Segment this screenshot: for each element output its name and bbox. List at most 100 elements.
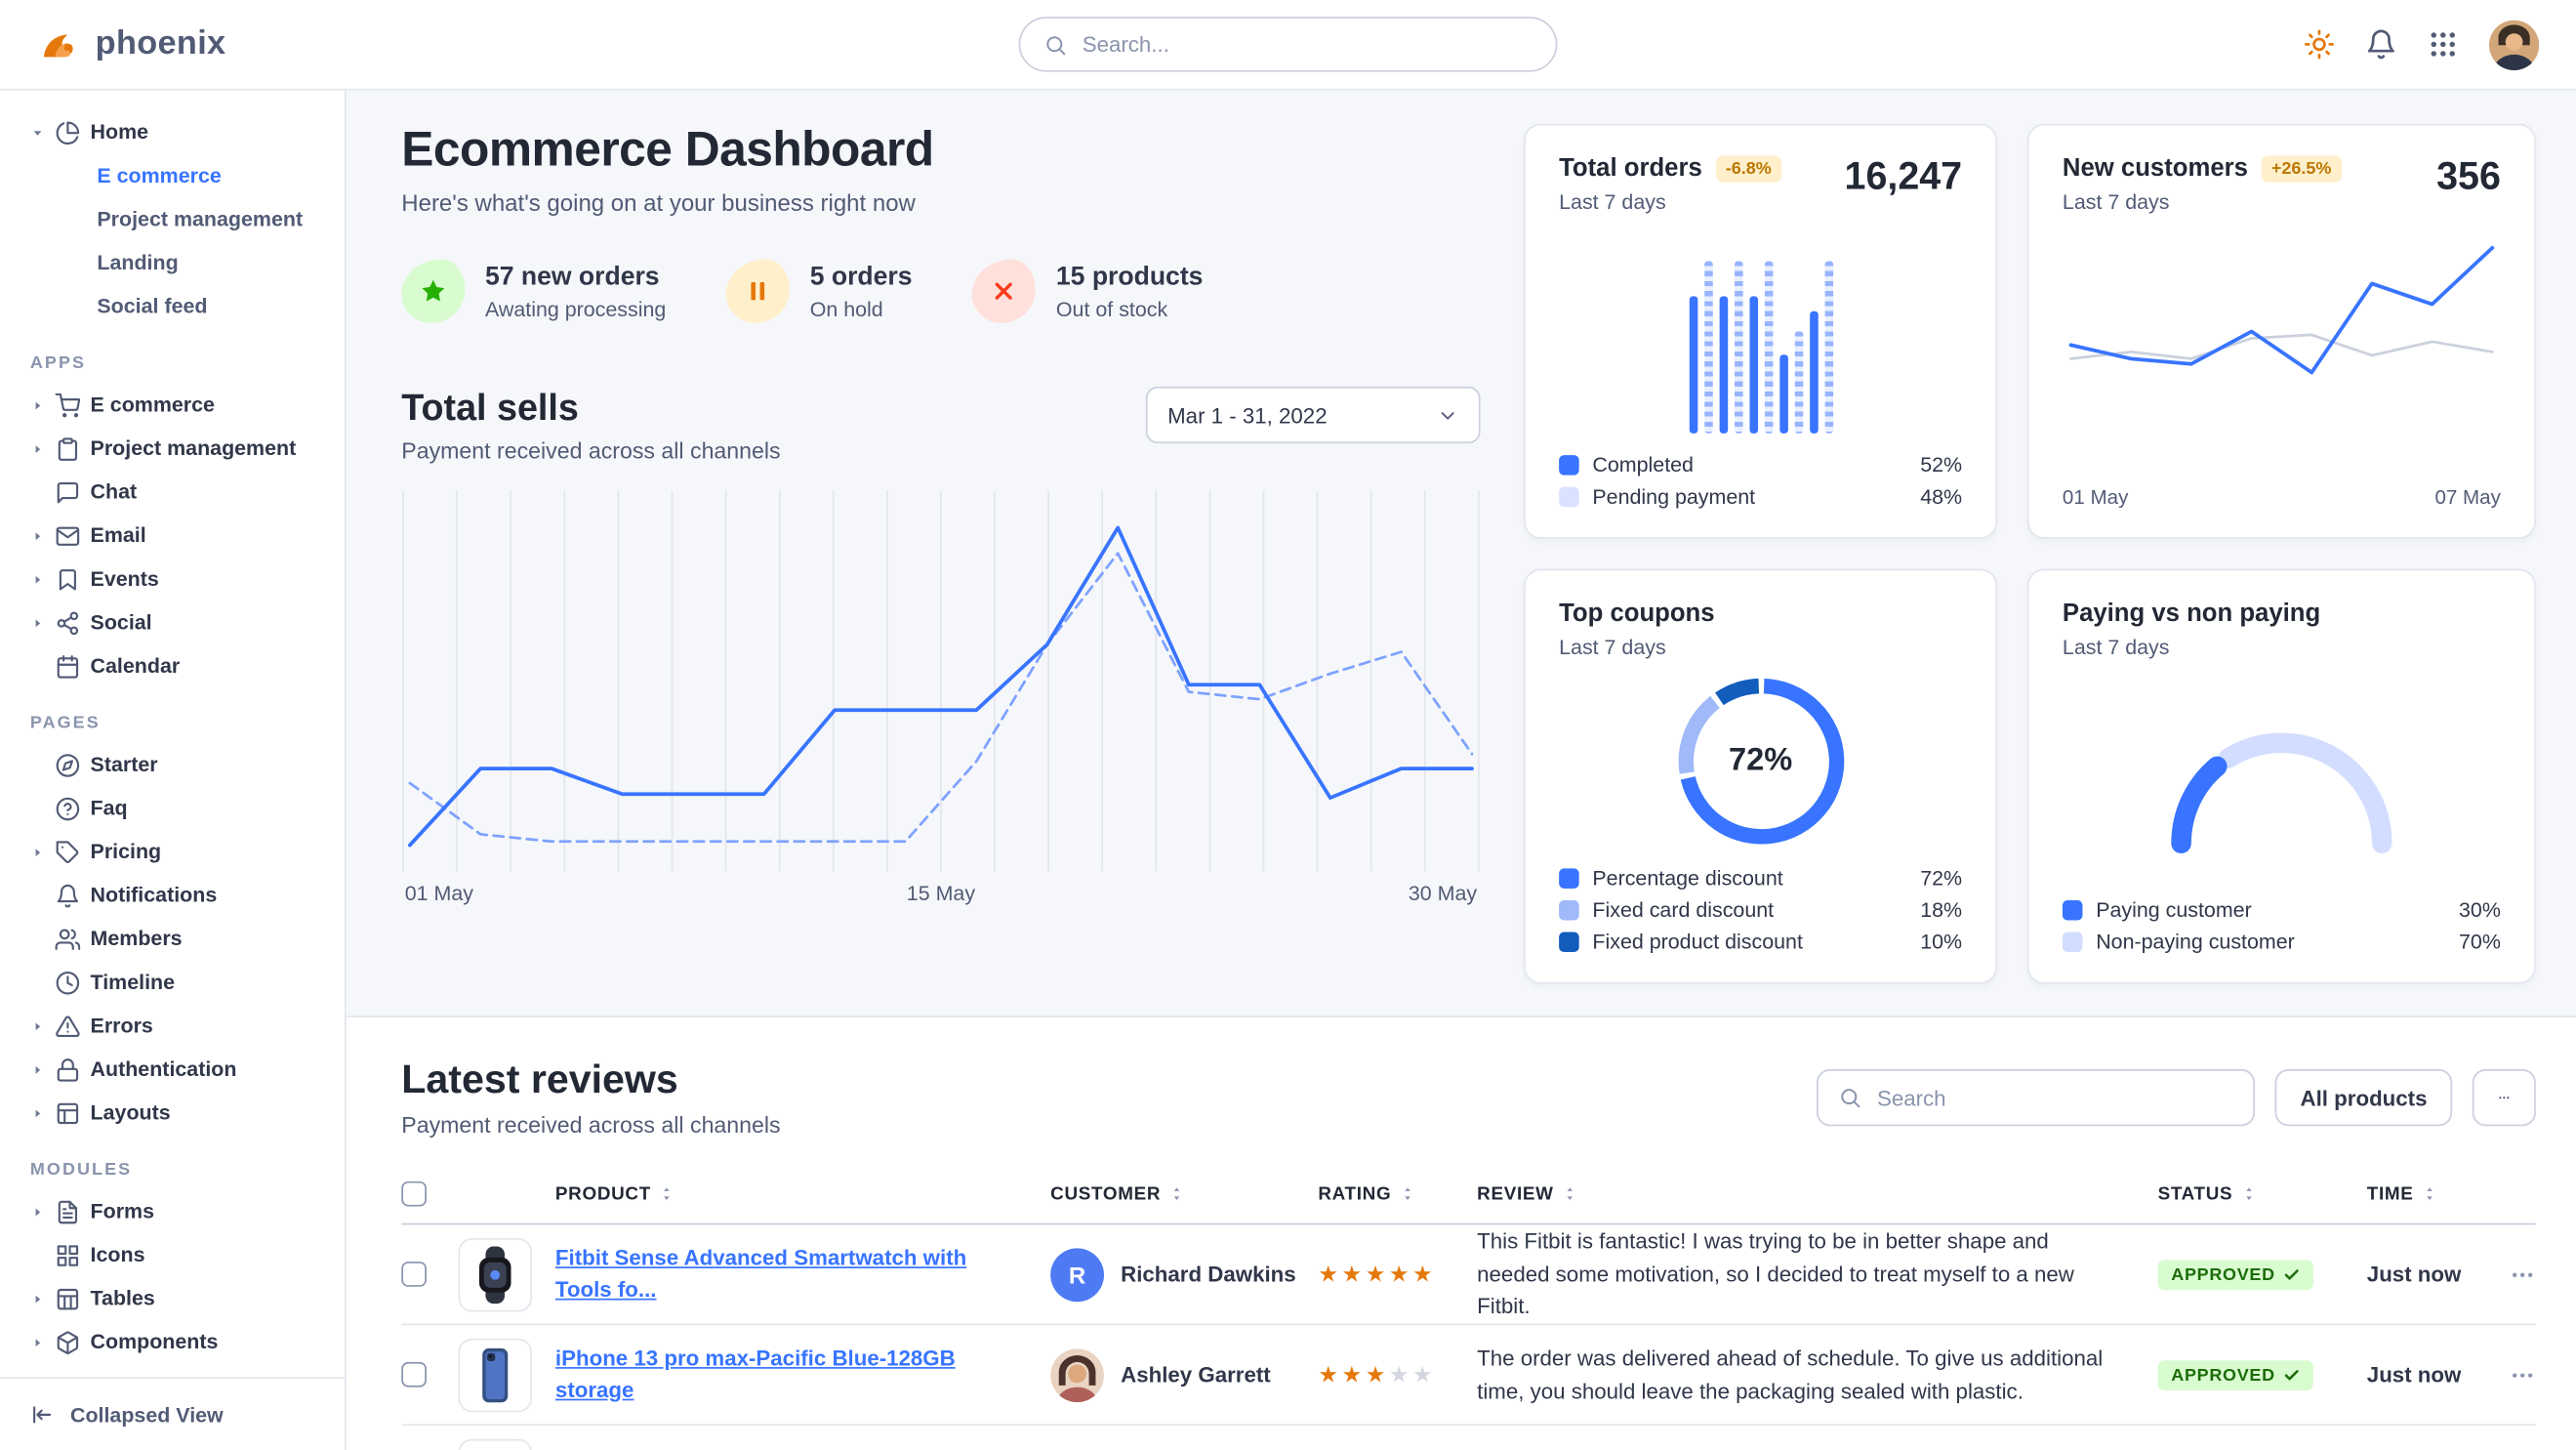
sidebar-item-layouts[interactable]: Layouts bbox=[23, 1091, 331, 1135]
legend-swatch bbox=[1559, 868, 1579, 889]
sidebar-item-label: Layouts bbox=[90, 1100, 171, 1125]
order-bar bbox=[1734, 261, 1742, 434]
sidebar-item-landing[interactable]: Landing bbox=[23, 241, 331, 285]
avatar-image bbox=[1050, 1347, 1105, 1402]
sort-icon bbox=[2420, 1184, 2438, 1203]
sidebar-item-icons[interactable]: Icons bbox=[23, 1233, 331, 1277]
product-link[interactable]: Fitbit Sense Advanced Smartwatch with To… bbox=[554, 1245, 967, 1302]
chevron-down-icon bbox=[1437, 404, 1458, 426]
legend-label: Fixed card discount bbox=[1592, 898, 1775, 923]
row-actions-button[interactable] bbox=[2509, 1361, 2535, 1388]
page-title: Ecommerce Dashboard bbox=[401, 123, 934, 178]
status-label: APPROVED bbox=[2171, 1365, 2275, 1386]
check-icon bbox=[2283, 1367, 2300, 1384]
sidebar-item-faq[interactable]: Faq bbox=[23, 786, 331, 830]
date-range-select[interactable]: Mar 1 - 31, 2022 bbox=[1145, 386, 1481, 444]
order-bar bbox=[1688, 296, 1697, 434]
total-orders-card: Total orders -6.8% Last 7 days 16,247 Co… bbox=[1524, 123, 1998, 539]
sidebar-item-project-management-dashboard[interactable]: Project management bbox=[23, 197, 331, 241]
bookmark-icon bbox=[56, 566, 81, 592]
form-icon bbox=[56, 1199, 81, 1224]
sidebar-item-tables[interactable]: Tables bbox=[23, 1277, 331, 1321]
sidebar-item-authentication[interactable]: Authentication bbox=[23, 1048, 331, 1092]
customer-avatar bbox=[1050, 1347, 1105, 1402]
check-icon bbox=[2283, 1266, 2300, 1283]
sidebar-item-project-management-app[interactable]: Project management bbox=[23, 427, 331, 471]
sidebar-item-social-feed[interactable]: Social feed bbox=[23, 284, 331, 328]
column-header-review[interactable]: REVIEW bbox=[1477, 1183, 2157, 1204]
select-all-checkbox[interactable] bbox=[401, 1181, 427, 1207]
stat-caption: On hold bbox=[809, 297, 883, 321]
brand-name: phoenix bbox=[95, 24, 226, 62]
product-link[interactable]: iPhone 13 pro max-Pacific Blue-128GB sto… bbox=[554, 1346, 956, 1402]
row-checkbox[interactable] bbox=[401, 1262, 427, 1287]
reviews-more-button[interactable] bbox=[2472, 1069, 2536, 1127]
sidebar-item-social[interactable]: Social bbox=[23, 601, 331, 644]
caret-right-icon bbox=[30, 845, 45, 859]
row-checkbox[interactable] bbox=[401, 1361, 427, 1388]
sidebar-item-home[interactable]: Home bbox=[23, 110, 331, 154]
collapse-sidebar-button[interactable]: Collapsed View bbox=[0, 1377, 346, 1450]
sidebar-item-errors[interactable]: Errors bbox=[23, 1004, 331, 1048]
sidebar-item-email[interactable]: Email bbox=[23, 514, 331, 558]
sidebar-item-components[interactable]: Components bbox=[23, 1320, 331, 1364]
sidebar-item-calendar[interactable]: Calendar bbox=[23, 644, 331, 688]
stat-orders-on-hold: 5 orders On hold bbox=[726, 259, 913, 323]
tag-icon bbox=[56, 839, 81, 864]
sidebar-item-events[interactable]: Events bbox=[23, 558, 331, 601]
column-header-rating[interactable]: RATING bbox=[1318, 1183, 1477, 1204]
new-customers-card: New customers +26.5% Last 7 days 356 01 … bbox=[2026, 123, 2536, 539]
customer-name: Richard Dawkins bbox=[1121, 1262, 1296, 1287]
page-subtitle: Here's what's going on at your business … bbox=[401, 188, 916, 217]
sidebar: Home E commerce Project management Landi… bbox=[0, 90, 347, 1450]
brand[interactable]: phoenix bbox=[37, 21, 226, 66]
customer-cell: Ashley Garrett bbox=[1050, 1347, 1318, 1402]
sidebar-item-label: Members bbox=[90, 927, 183, 951]
card-title: New customers bbox=[2062, 153, 2248, 183]
caret-right-icon bbox=[30, 615, 45, 630]
sort-icon bbox=[2239, 1184, 2258, 1203]
reviews-title: Latest reviews bbox=[401, 1057, 678, 1103]
row-actions-button[interactable] bbox=[2509, 1261, 2535, 1287]
reviews-search-input[interactable] bbox=[1876, 1085, 2233, 1111]
theme-toggle-button[interactable] bbox=[2304, 28, 2336, 61]
sidebar-item-timeline[interactable]: Timeline bbox=[23, 961, 331, 1005]
chevron-down-icon bbox=[30, 125, 45, 140]
all-products-button[interactable]: All products bbox=[2274, 1069, 2453, 1127]
order-bar bbox=[1764, 261, 1773, 434]
time-value: Just now bbox=[2366, 1361, 2462, 1387]
column-header-customer[interactable]: CUSTOMER bbox=[1050, 1183, 1318, 1204]
reviews-search[interactable] bbox=[1817, 1069, 2256, 1127]
collapse-arrow-icon bbox=[30, 1402, 56, 1428]
sidebar-item-label: Authentication bbox=[90, 1057, 237, 1082]
column-header-time[interactable]: TIME bbox=[2367, 1183, 2493, 1204]
sidebar-item-e-commerce-dashboard[interactable]: E commerce bbox=[23, 154, 331, 198]
global-search[interactable] bbox=[1018, 17, 1558, 72]
latest-reviews-section: Latest reviews Payment received across a… bbox=[346, 1016, 2576, 1450]
legend-swatch bbox=[2062, 932, 2083, 953]
legend-paying: Paying customer 30% bbox=[2062, 898, 2501, 922]
sidebar-item-forms[interactable]: Forms bbox=[23, 1189, 331, 1233]
clock-icon bbox=[56, 970, 81, 995]
customer-avatar: R bbox=[1050, 1247, 1105, 1302]
date-range-value: Mar 1 - 31, 2022 bbox=[1167, 402, 1328, 428]
card-subtitle: Last 7 days bbox=[1559, 190, 1666, 215]
sidebar-item-members[interactable]: Members bbox=[23, 917, 331, 961]
legend-percentage-discount: Percentage discount 72% bbox=[1559, 867, 1962, 891]
global-search-input[interactable] bbox=[1082, 31, 1533, 58]
star-icon bbox=[401, 259, 466, 323]
sidebar-item-ecommerce-app[interactable]: E commerce bbox=[23, 383, 331, 427]
bell-icon bbox=[56, 883, 81, 908]
sidebar-item-label: Events bbox=[90, 566, 159, 591]
column-header-product[interactable]: PRODUCT bbox=[555, 1183, 1050, 1204]
notifications-button[interactable] bbox=[2365, 28, 2397, 61]
sidebar-item-notifications[interactable]: Notifications bbox=[23, 874, 331, 918]
user-avatar[interactable] bbox=[2488, 19, 2540, 70]
sidebar-item-starter[interactable]: Starter bbox=[23, 743, 331, 787]
legend-label: Completed bbox=[1592, 453, 1694, 477]
sidebar-item-chat[interactable]: Chat bbox=[23, 471, 331, 515]
apps-menu-button[interactable] bbox=[2427, 28, 2459, 61]
column-header-status[interactable]: STATUS bbox=[2158, 1183, 2367, 1204]
sidebar-item-pricing[interactable]: Pricing bbox=[23, 830, 331, 874]
sidebar-item-label: Components bbox=[90, 1330, 219, 1354]
